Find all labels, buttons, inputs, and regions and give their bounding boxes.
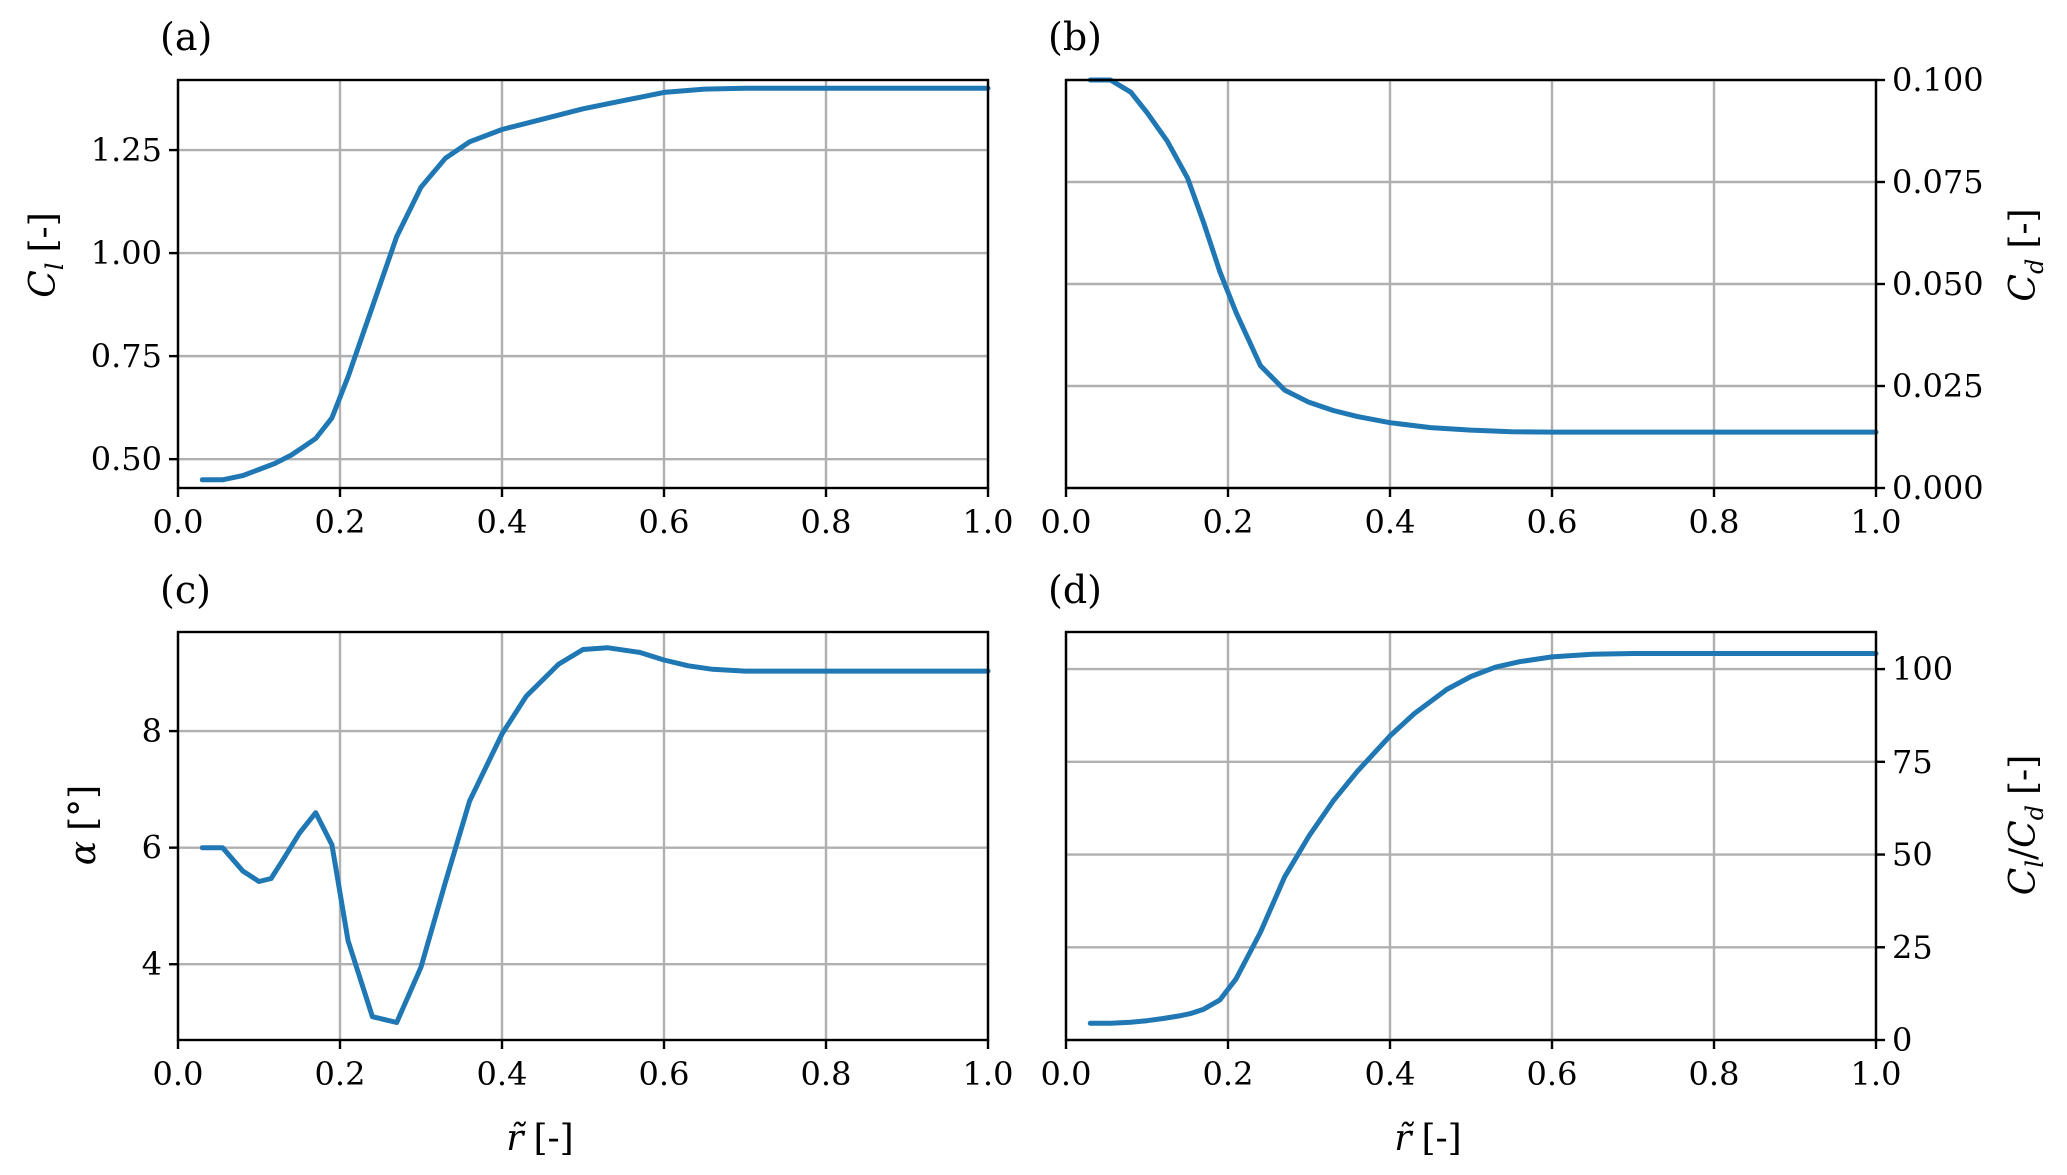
x-tick-label-c: 0.4 [477,1055,528,1093]
x-tick-label-a: 0.6 [639,503,690,541]
panel-label-b: (b) [1048,15,1102,59]
y-tick-label-a: 0.75 [91,337,162,375]
x-tick-label-b: 0.8 [1689,503,1740,541]
panel-label-a: (a) [160,15,212,59]
y-tick-label-b: 0.000 [1892,469,1984,507]
x-tick-label-d: 0.8 [1689,1055,1740,1093]
panel-d: (d) 0.0 0.2 0.4 0.6 0.8 1.00 25 50 75 100 Cl/Cd[-… [1041,568,2049,1159]
x-tick-label-a: 0.2 [315,503,366,541]
y-axis-label-d: Cl/Cd[-] [2003,755,2049,896]
x-tick-label-d: 0.6 [1527,1055,1578,1093]
x-tick-label-d: 0.4 [1365,1055,1416,1093]
y-tick-label-d: 0 [1892,1021,1912,1059]
x-tick-label-a: 0.4 [477,503,528,541]
y-tick-label-b: 0.025 [1892,367,1984,405]
axes-frame-d [1064,630,1878,1042]
y-tick-label-a: 0.50 [91,440,162,478]
ticks-c: 0.0 0.2 0.4 0.6 0.8 1.0 4 6 8 [142,712,1014,1093]
x-tick-label-c: 0.6 [639,1055,690,1093]
ticks-a: 0.0 0.2 0.4 0.6 0.8 1.0 0.50 0.75 1.00 1.25 [91,131,1014,541]
x-tick-label-c: 0.8 [801,1055,852,1093]
grid-d [1064,632,1878,1042]
y-axis-label-c: α[°] [63,785,104,865]
x-axis-label-d: r̃ [-] [1394,1118,1461,1159]
y-tick-label-b: 0.050 [1892,265,1984,303]
x-tick-label-d: 0.0 [1041,1055,1092,1093]
x-axis-label-c: r̃ [-] [506,1118,573,1159]
y-tick-label-d: 50 [1892,836,1933,874]
axes-frame-c [176,630,990,1042]
panel-label-c: (c) [160,568,211,612]
grid-b [1064,78,1878,490]
series-line-cl-cd [1087,651,1879,1026]
x-tick-label-b: 0.6 [1527,503,1578,541]
axes-frame-a [176,78,990,490]
series-line-cd [1087,77,1879,435]
y-axis-label-a: Cl[-] [23,212,69,298]
x-tick-label-a: 0.8 [801,503,852,541]
y-tick-label-b: 0.100 [1892,61,1984,99]
x-tick-label-c: 1.0 [963,1055,1014,1093]
y-tick-label-c: 4 [142,945,162,983]
y-axis-label-b: Cd[-] [2003,208,2049,301]
panel-b: (b) 0.0 0.2 0.4 0.6 0.8 1.00.0000.0250.0500.0… [1041,15,2049,541]
y-tick-label-c: 8 [142,712,162,750]
panel-c: (c) 0.0 0.2 0.4 0.6 0.8 1.0 4 6 8 α[°] r̃ [-] [63,568,1013,1159]
x-tick-label-c: 0.2 [315,1055,366,1093]
ticks-b: 0.0 0.2 0.4 0.6 0.8 1.00.000 0.025 0.050 0.075 0.… [1041,61,1984,541]
x-tick-label-c: 0.0 [153,1055,204,1093]
y-tick-label-a: 1.00 [91,234,162,272]
series-line-alpha [199,645,991,1025]
x-tick-label-a: 1.0 [963,503,1014,541]
x-tick-label-b: 0.4 [1365,503,1416,541]
panel-label-d: (d) [1048,568,1102,612]
x-tick-label-d: 1.0 [1851,1055,1902,1093]
panel-a: (a) 0.0 0.2 0.4 0.6 0.8 1.0 0.50 0.75 1.00 1.25 C… [23,15,1013,541]
series-line-cl [199,85,991,483]
y-tick-label-c: 6 [142,829,162,867]
y-tick-label-d: 25 [1892,928,1933,966]
axes-frame-b [1064,78,1878,490]
y-tick-label-d: 100 [1892,650,1953,688]
y-tick-label-d: 75 [1892,743,1933,781]
x-tick-label-b: 0.2 [1203,503,1254,541]
x-tick-label-b: 0.0 [1041,503,1092,541]
y-tick-label-b: 0.075 [1892,163,1984,201]
ticks-d: 0.0 0.2 0.4 0.6 0.8 1.00 25 50 75 100 [1041,650,1954,1093]
x-tick-label-d: 0.2 [1203,1055,1254,1093]
x-tick-label-b: 1.0 [1851,503,1902,541]
y-tick-label-a: 1.25 [91,131,162,169]
x-tick-label-a: 0.0 [153,503,204,541]
grid-a [176,80,990,488]
